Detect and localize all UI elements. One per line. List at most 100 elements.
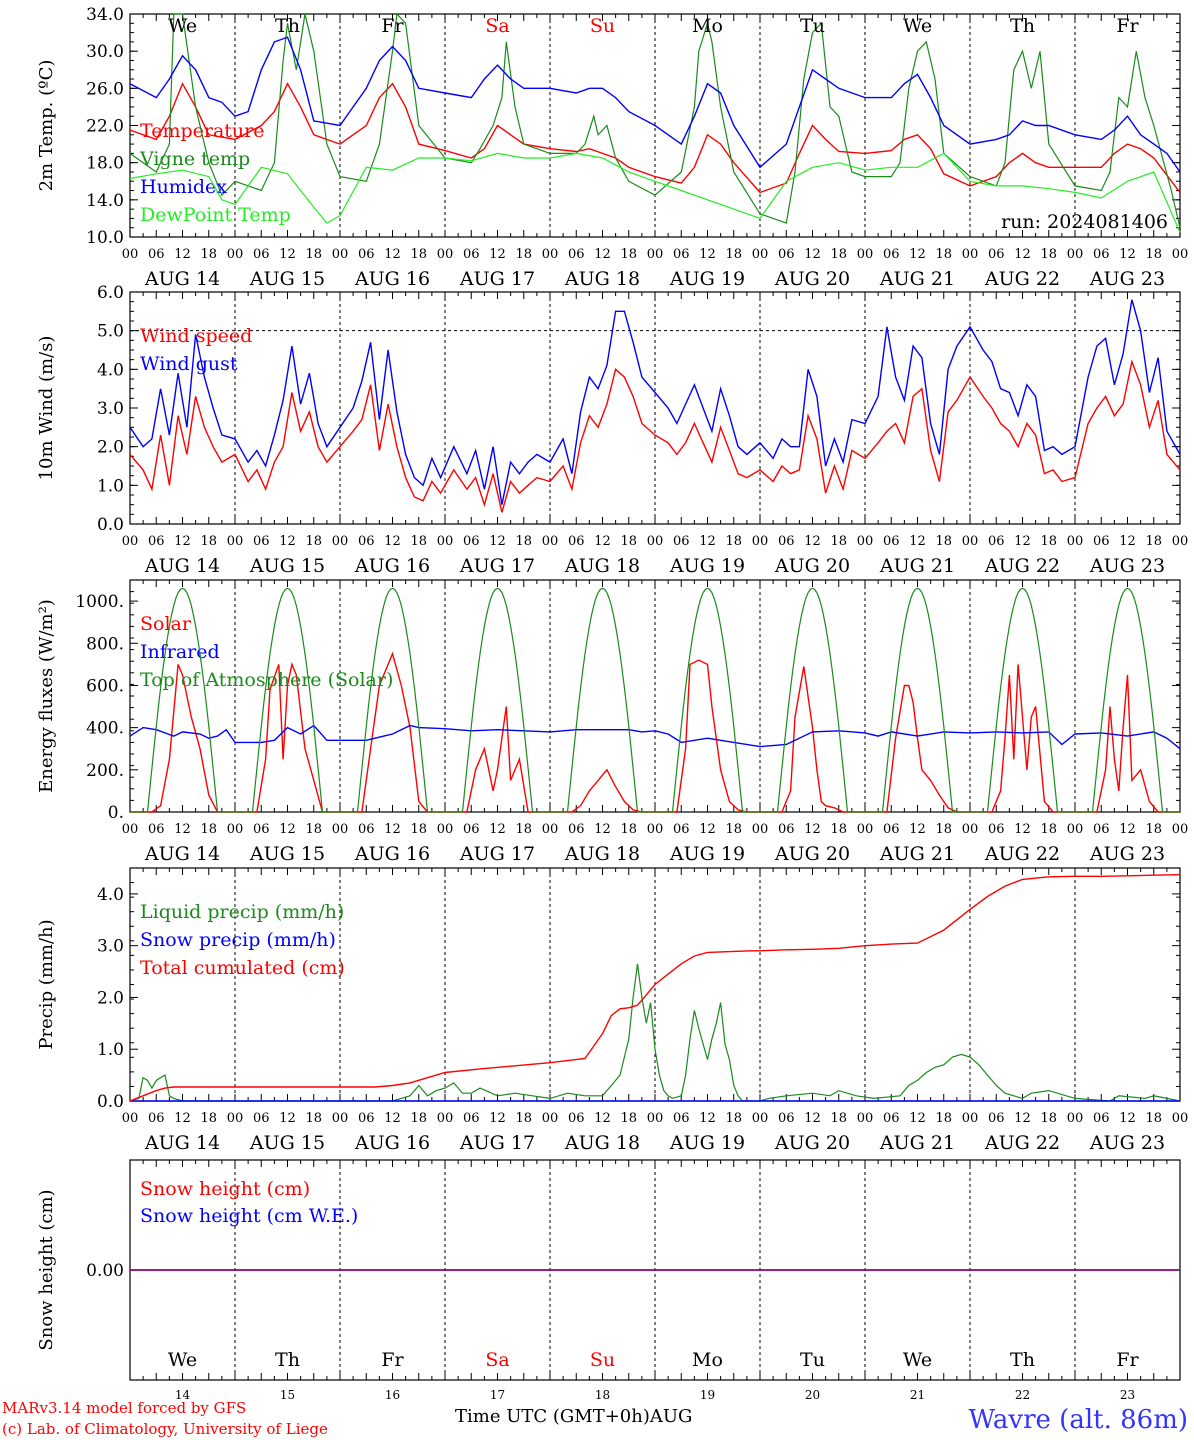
x-hour-label: 12 — [804, 534, 821, 549]
x-hour-label: 06 — [988, 822, 1005, 837]
x-hour-label: 18 — [725, 1111, 742, 1126]
x-hour-label: 00 — [332, 822, 349, 837]
y-tick-label: 6.0 — [97, 283, 124, 303]
x-date-label: AUG 16 — [354, 843, 430, 865]
x-hour-label: 06 — [253, 247, 270, 262]
x-hour-label: 12 — [384, 1111, 401, 1126]
x-hour-label: 12 — [594, 534, 611, 549]
x-hour-label: 00 — [752, 1111, 769, 1126]
x-axis-label: Time UTC (GMT+0h)AUG — [455, 1406, 692, 1427]
x-hour-label: 18 — [515, 534, 532, 549]
x-hour-label: 18 — [620, 534, 637, 549]
x-date-label: AUG 19 — [669, 1132, 745, 1154]
credit-line-1: MARv3.14 model forced by GFS — [2, 1399, 246, 1417]
x-date-label: AUG 23 — [1089, 1132, 1165, 1154]
x-hour-label: 06 — [148, 1111, 165, 1126]
x-hour-label: 12 — [174, 822, 191, 837]
day-number-label: 20 — [805, 1388, 820, 1402]
x-date-label: AUG 16 — [354, 1132, 430, 1154]
legend-entry: Liquid precip (mm/h) — [140, 901, 344, 923]
x-hour-label: 18 — [200, 534, 217, 549]
run-annotation: run: 2024081406 — [1001, 211, 1168, 233]
day-name-label: Tu — [800, 15, 825, 37]
legend-entry: Snow precip (mm/h) — [140, 929, 336, 951]
x-hour-label: 00 — [227, 1111, 244, 1126]
legend-entry: Wind gust — [140, 353, 238, 375]
x-date-label: AUG 23 — [1089, 268, 1165, 290]
x-hour-label: 12 — [1014, 247, 1031, 262]
x-hour-label: 06 — [673, 822, 690, 837]
x-hour-label: 00 — [857, 247, 874, 262]
day-name-label: Fr — [1116, 1349, 1139, 1371]
x-date-label: AUG 23 — [1089, 555, 1165, 577]
y-tick-label: 26.0 — [86, 79, 124, 99]
x-hour-label: 00 — [857, 1111, 874, 1126]
x-hour-label: 12 — [1119, 1111, 1136, 1126]
series-line — [129, 874, 1181, 1102]
panel-3: 0.0 1.0 2.0 3.0 4.0 Precip (mm/h) Liquid preci… — [36, 867, 1189, 1154]
y-tick-label: 0.0 — [97, 1092, 124, 1112]
day-name-label: Su — [590, 15, 615, 37]
x-hour-label: 12 — [594, 247, 611, 262]
y-tick-label: 2.0 — [97, 988, 124, 1008]
x-hour-label: 12 — [909, 534, 926, 549]
x-date-label: AUG 21 — [879, 843, 955, 865]
x-hour-label: 18 — [620, 822, 637, 837]
x-date-label: AUG 21 — [879, 1132, 955, 1154]
x-hour-label: 00 — [437, 822, 454, 837]
day-number-label: 16 — [385, 1388, 400, 1402]
x-hour-label: 06 — [148, 534, 165, 549]
y-tick-label: 4.0 — [97, 360, 124, 380]
x-hour-label: 06 — [673, 534, 690, 549]
series-line — [129, 963, 1181, 1102]
day-name-label: Fr — [1116, 15, 1139, 37]
day-number-label: 14 — [175, 1388, 191, 1402]
y-tick-label: 30.0 — [86, 42, 124, 62]
series-line — [129, 36, 1181, 173]
x-hour-label: 12 — [384, 247, 401, 262]
x-date-label: AUG 14 — [144, 843, 220, 865]
x-date-label: AUG 20 — [774, 1132, 850, 1154]
x-hour-label: 00 — [1067, 247, 1084, 262]
x-date-label: AUG 22 — [984, 268, 1060, 290]
y-tick-label: 400. — [86, 719, 124, 739]
x-hour-label: 06 — [778, 822, 795, 837]
x-date-label: AUG 15 — [249, 843, 325, 865]
x-hour-label: 06 — [883, 247, 900, 262]
x-date-label: AUG 23 — [1089, 843, 1165, 865]
x-date-label: AUG 21 — [879, 268, 955, 290]
panel-4: 0.00 Snow height (cm) Snow height (cm) Snow… — [36, 1159, 1181, 1402]
x-hour-label: 18 — [200, 1111, 217, 1126]
legend-entry: Temperature — [140, 120, 264, 142]
x-hour-label: 12 — [1119, 247, 1136, 262]
day-number-label: 17 — [490, 1388, 505, 1402]
x-hour-label: 12 — [804, 822, 821, 837]
series-line — [129, 299, 1181, 505]
x-hour-label: 00 — [962, 534, 979, 549]
y-axis-label: 10m Wind (m/s) — [36, 336, 57, 481]
x-hour-label: 18 — [410, 247, 427, 262]
x-date-label: AUG 22 — [984, 1132, 1060, 1154]
x-hour-label: 18 — [200, 822, 217, 837]
x-hour-label: 00 — [1172, 1111, 1189, 1126]
y-axis-label: Precip (mm/h) — [36, 919, 57, 1049]
y-tick-label: 3.0 — [97, 399, 124, 419]
day-name-label: Mo — [692, 1349, 723, 1371]
x-hour-label: 12 — [174, 247, 191, 262]
x-hour-label: 12 — [909, 1111, 926, 1126]
day-name-label: We — [903, 15, 932, 37]
legend-entry: Snow height (cm W.E.) — [140, 1205, 358, 1227]
x-hour-label: 12 — [594, 1111, 611, 1126]
x-hour-label: 18 — [725, 247, 742, 262]
x-date-label: AUG 19 — [669, 555, 745, 577]
x-hour-label: 00 — [332, 534, 349, 549]
x-hour-label: 18 — [725, 822, 742, 837]
x-hour-label: 18 — [1040, 822, 1057, 837]
series-line — [130, 587, 1180, 813]
x-hour-label: 00 — [647, 822, 664, 837]
x-hour-label: 00 — [1067, 534, 1084, 549]
legend-entry: Top of Atmosphere (Solar) — [140, 669, 393, 691]
x-hour-label: 00 — [857, 822, 874, 837]
x-hour-label: 06 — [358, 247, 375, 262]
